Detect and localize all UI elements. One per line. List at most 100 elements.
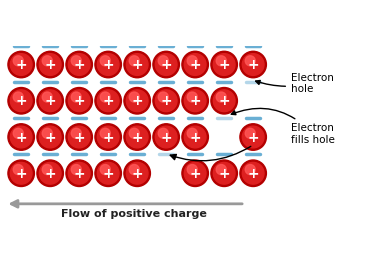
Text: +: + bbox=[44, 58, 56, 72]
Text: +: + bbox=[44, 131, 56, 145]
Circle shape bbox=[187, 92, 197, 102]
Circle shape bbox=[97, 54, 119, 75]
Circle shape bbox=[216, 56, 226, 66]
Circle shape bbox=[66, 160, 92, 186]
Circle shape bbox=[126, 163, 148, 184]
Circle shape bbox=[245, 165, 255, 175]
Circle shape bbox=[10, 54, 32, 75]
Circle shape bbox=[13, 165, 23, 175]
Circle shape bbox=[100, 165, 110, 175]
Circle shape bbox=[129, 128, 139, 138]
Text: +: + bbox=[73, 167, 85, 181]
Circle shape bbox=[13, 92, 23, 102]
Circle shape bbox=[245, 56, 255, 66]
Text: +: + bbox=[131, 58, 143, 72]
Text: +: + bbox=[247, 131, 259, 145]
Text: +: + bbox=[189, 167, 201, 181]
Text: +: + bbox=[102, 94, 114, 108]
Text: +: + bbox=[15, 131, 27, 145]
Circle shape bbox=[184, 54, 206, 75]
Circle shape bbox=[184, 90, 206, 112]
Circle shape bbox=[66, 124, 92, 150]
Circle shape bbox=[71, 56, 81, 66]
Circle shape bbox=[155, 126, 177, 148]
Circle shape bbox=[68, 90, 90, 112]
Text: +: + bbox=[131, 94, 143, 108]
Circle shape bbox=[95, 51, 121, 78]
Circle shape bbox=[39, 126, 61, 148]
Circle shape bbox=[213, 54, 235, 75]
Circle shape bbox=[242, 54, 264, 75]
Circle shape bbox=[8, 160, 34, 186]
Text: +: + bbox=[131, 131, 143, 145]
Circle shape bbox=[42, 92, 52, 102]
Text: +: + bbox=[189, 94, 201, 108]
Circle shape bbox=[68, 54, 90, 75]
Circle shape bbox=[124, 124, 150, 150]
Circle shape bbox=[187, 56, 197, 66]
Circle shape bbox=[13, 128, 23, 138]
Circle shape bbox=[182, 124, 208, 150]
Circle shape bbox=[100, 128, 110, 138]
Text: +: + bbox=[160, 58, 172, 72]
Text: Flow of positive charge: Flow of positive charge bbox=[61, 209, 207, 219]
Circle shape bbox=[42, 165, 52, 175]
Circle shape bbox=[213, 163, 235, 184]
Circle shape bbox=[100, 56, 110, 66]
Circle shape bbox=[240, 160, 266, 186]
Circle shape bbox=[155, 90, 177, 112]
Circle shape bbox=[13, 56, 23, 66]
Circle shape bbox=[211, 88, 237, 114]
Circle shape bbox=[216, 165, 226, 175]
Circle shape bbox=[71, 165, 81, 175]
Text: +: + bbox=[15, 58, 27, 72]
Circle shape bbox=[153, 124, 179, 150]
Text: +: + bbox=[247, 167, 259, 181]
Text: +: + bbox=[160, 94, 172, 108]
Circle shape bbox=[158, 128, 168, 138]
Circle shape bbox=[182, 51, 208, 78]
Text: +: + bbox=[44, 167, 56, 181]
Circle shape bbox=[10, 90, 32, 112]
Circle shape bbox=[126, 54, 148, 75]
Circle shape bbox=[240, 51, 266, 78]
Text: +: + bbox=[131, 167, 143, 181]
Text: +: + bbox=[218, 58, 230, 72]
Circle shape bbox=[68, 126, 90, 148]
Circle shape bbox=[42, 128, 52, 138]
Circle shape bbox=[8, 51, 34, 78]
Circle shape bbox=[245, 128, 255, 138]
Circle shape bbox=[97, 163, 119, 184]
Circle shape bbox=[124, 160, 150, 186]
Circle shape bbox=[126, 90, 148, 112]
Circle shape bbox=[129, 165, 139, 175]
Circle shape bbox=[37, 51, 63, 78]
Circle shape bbox=[95, 124, 121, 150]
Text: +: + bbox=[73, 58, 85, 72]
Circle shape bbox=[182, 88, 208, 114]
Text: +: + bbox=[102, 167, 114, 181]
Circle shape bbox=[213, 90, 235, 112]
Circle shape bbox=[242, 163, 264, 184]
Text: +: + bbox=[102, 58, 114, 72]
Text: +: + bbox=[44, 94, 56, 108]
Circle shape bbox=[126, 126, 148, 148]
Circle shape bbox=[37, 88, 63, 114]
Circle shape bbox=[187, 165, 197, 175]
Circle shape bbox=[240, 124, 266, 150]
Circle shape bbox=[182, 160, 208, 186]
Circle shape bbox=[71, 92, 81, 102]
Circle shape bbox=[71, 128, 81, 138]
Circle shape bbox=[124, 88, 150, 114]
Circle shape bbox=[129, 92, 139, 102]
Circle shape bbox=[242, 126, 264, 148]
Circle shape bbox=[158, 56, 168, 66]
Circle shape bbox=[187, 128, 197, 138]
Text: +: + bbox=[15, 167, 27, 181]
Circle shape bbox=[153, 88, 179, 114]
Text: +: + bbox=[189, 58, 201, 72]
Text: +: + bbox=[218, 94, 230, 108]
Circle shape bbox=[97, 126, 119, 148]
Circle shape bbox=[66, 51, 92, 78]
Circle shape bbox=[95, 88, 121, 114]
